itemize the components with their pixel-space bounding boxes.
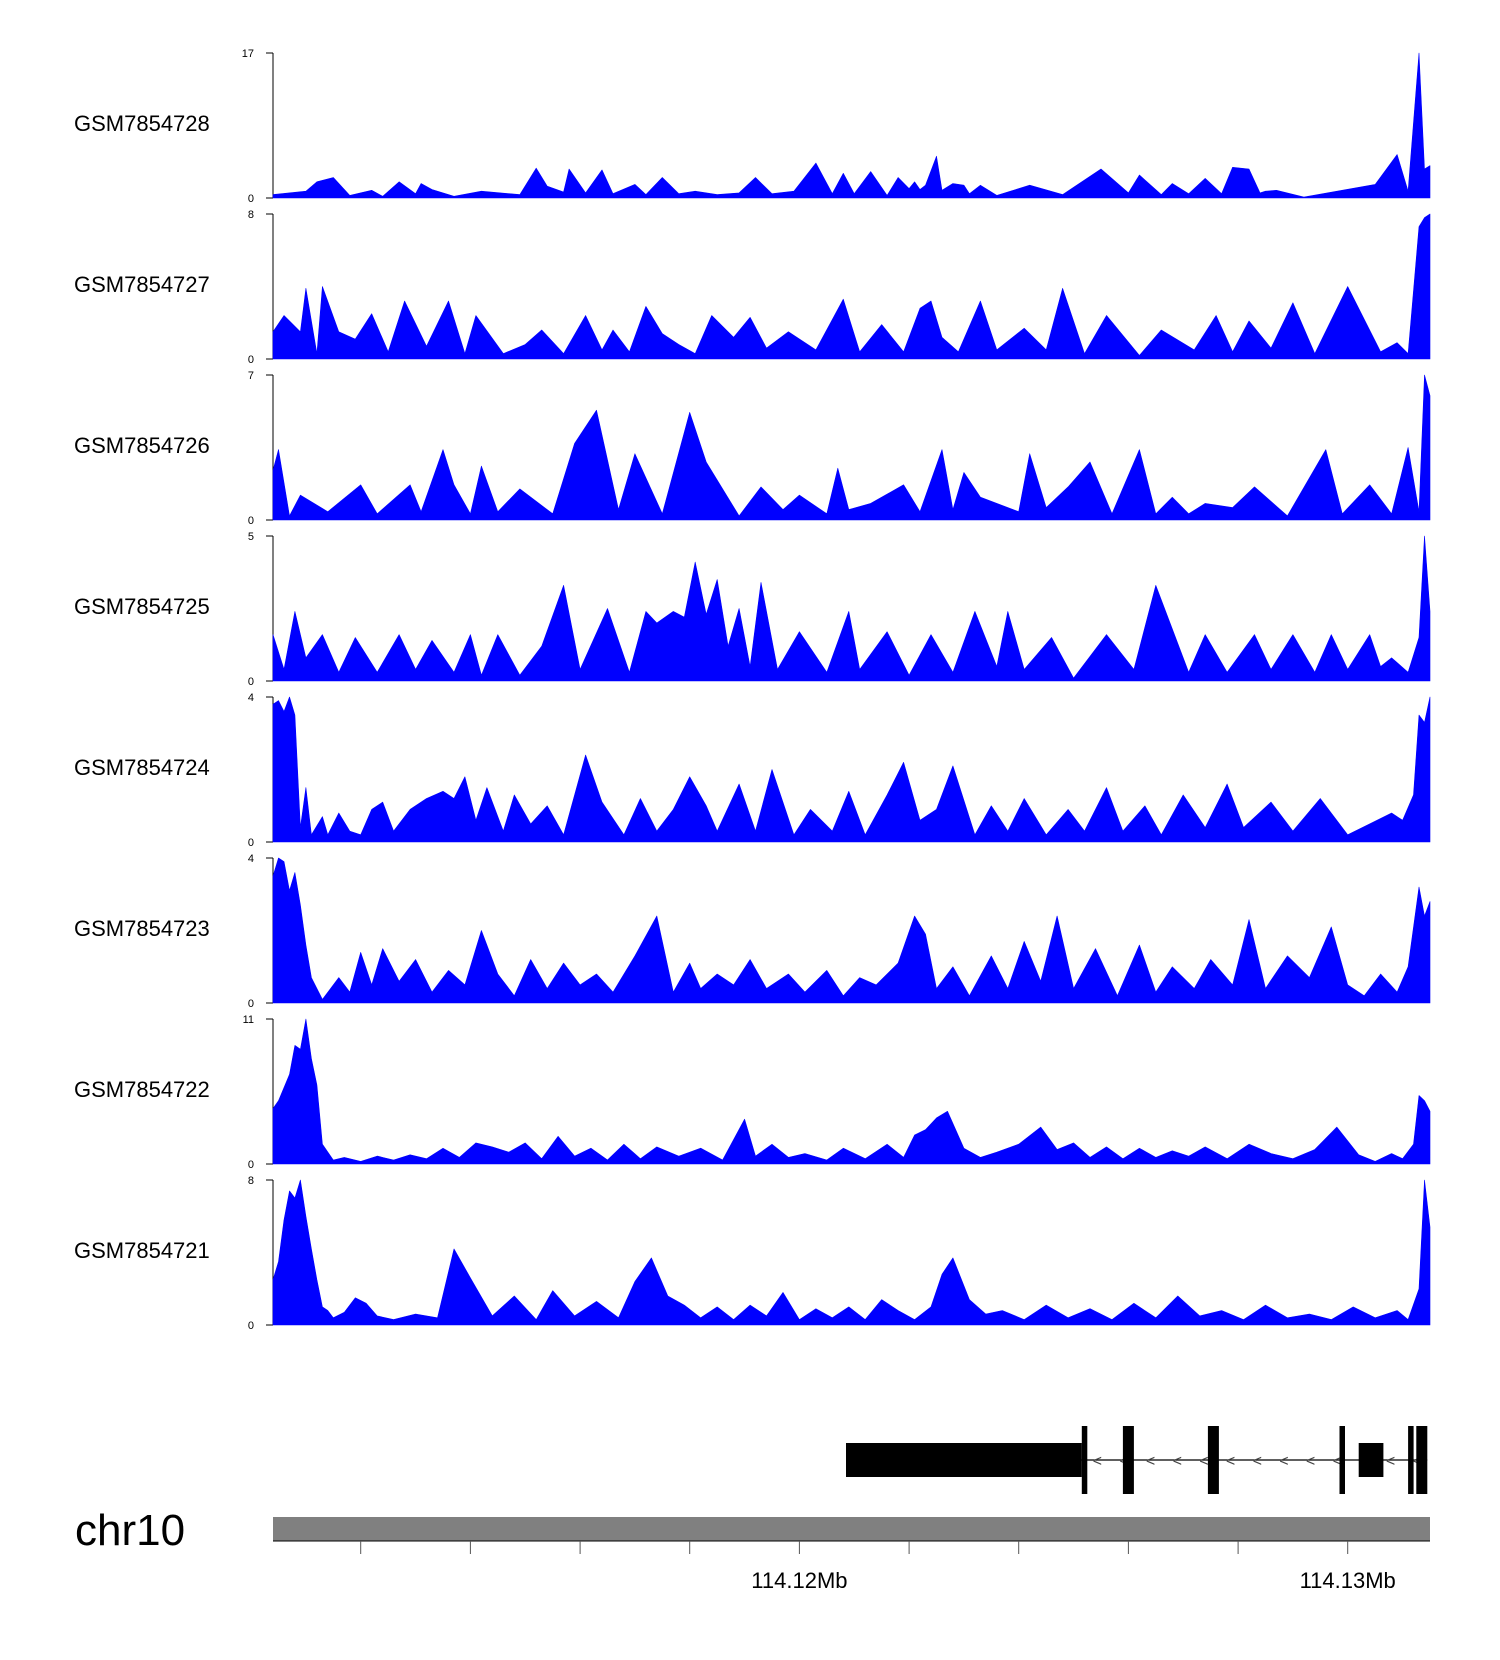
strand-arrow-icon: < [1173,1453,1182,1470]
track-label: GSM7854728 [74,111,210,136]
exon-block [1122,1426,1134,1494]
track-label: GSM7854725 [74,594,210,619]
chromosome-axis-track: chr10 114.12Mb 114.13Mb [75,1506,1430,1593]
track-y-min-label: 0 [248,998,254,1010]
exon-block [1081,1426,1088,1494]
coverage-area [272,1018,1431,1165]
coverage-area [272,1179,1431,1326]
exon-block [1408,1426,1414,1494]
track-label: GSM7854721 [74,1238,210,1263]
exon-block [1339,1426,1345,1494]
track-y-min-label: 0 [248,515,254,527]
track-y-min-label: 0 [248,676,254,688]
track-y-max-label: 7 [248,370,254,382]
axis-tick-label: 114.13Mb [1300,1568,1396,1593]
exon-block [1207,1426,1219,1494]
strand-arrow-icon: < [1279,1453,1288,1470]
coverage-track: GSM7854725 5 0 [74,531,1431,688]
coverage-area [272,52,1431,199]
strand-arrow-icon: < [1226,1453,1235,1470]
track-y-max-label: 17 [242,48,254,60]
chromosome-bar [273,1517,1430,1541]
strand-arrow-icon: < [1093,1453,1102,1470]
strand-arrow-icon: < [1199,1453,1208,1470]
axis-tick-label: 114.12Mb [751,1568,847,1593]
track-y-max-label: 5 [248,531,254,543]
track-label: GSM7854726 [74,433,210,458]
coverage-area [272,857,1431,1004]
coverage-tracks: GSM7854728170GSM785472780GSM785472670GSM… [74,48,1431,1332]
utr-block [846,1443,1082,1477]
track-label: GSM7854723 [74,916,210,941]
coverage-track: GSM7854724 4 0 [74,692,1431,849]
track-y-min-label: 0 [248,354,254,366]
track-y-min-label: 0 [248,1159,254,1171]
chromosome-label: chr10 [75,1506,185,1555]
track-label: GSM7854724 [74,755,210,780]
strand-arrow-icon: < [1333,1453,1342,1470]
track-label: GSM7854722 [74,1077,210,1102]
track-y-max-label: 4 [248,853,254,865]
track-y-min-label: 0 [248,837,254,849]
strand-arrow-icon: < [1146,1453,1155,1470]
track-y-max-label: 4 [248,692,254,704]
track-y-max-label: 8 [248,209,254,221]
coverage-area [272,213,1431,360]
track-y-max-label: 8 [248,1175,254,1187]
strand-arrow-icon: < [1386,1453,1395,1470]
gene-model-track: <<<<<<<<<<<<< [846,1426,1428,1494]
track-y-min-label: 0 [248,1320,254,1332]
coverage-track: GSM7854722 11 0 [74,1014,1431,1171]
track-y-max-label: 11 [243,1014,254,1026]
coverage-track: GSM7854727 8 0 [74,209,1431,366]
track-y-min-label: 0 [248,193,254,205]
coverage-track: GSM7854728 17 0 [74,48,1431,205]
coverage-track: GSM7854726 7 0 [74,370,1431,527]
exon-block [1416,1426,1428,1494]
coverage-track: GSM7854723 4 0 [74,853,1431,1010]
coverage-area [272,535,1431,682]
strand-arrow-icon: < [1253,1453,1262,1470]
coverage-area [272,374,1431,521]
utr-block [1358,1443,1384,1477]
strand-arrow-icon: < [1306,1453,1315,1470]
coverage-area [272,696,1431,843]
coverage-track: GSM7854721 8 0 [74,1175,1431,1332]
track-label: GSM7854727 [74,272,210,297]
